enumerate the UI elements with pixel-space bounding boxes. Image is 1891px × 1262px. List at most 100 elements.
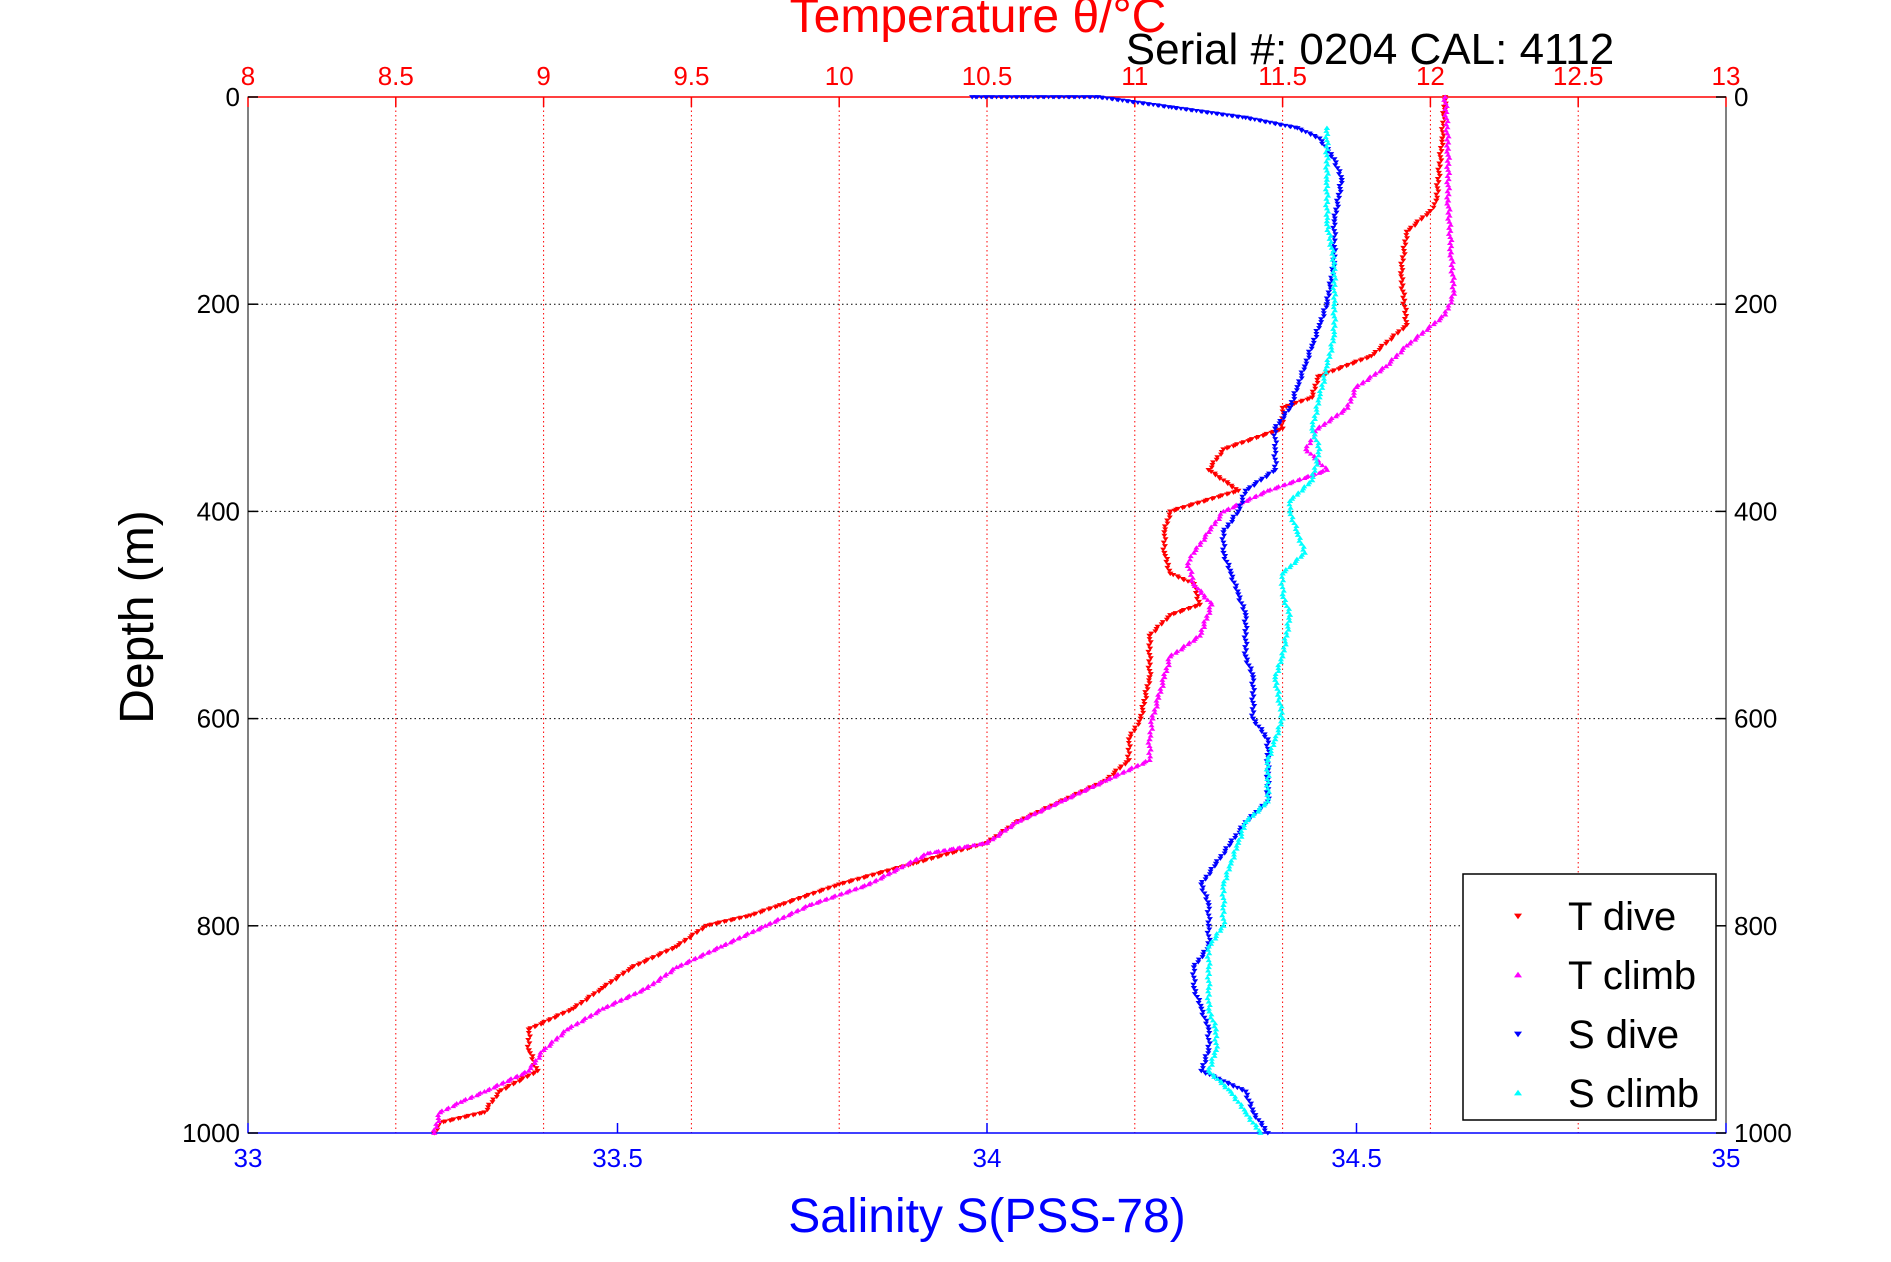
data-point [455, 1116, 462, 1121]
data-point [1050, 802, 1057, 808]
data-point [1271, 433, 1278, 438]
data-point [525, 1037, 532, 1043]
data-point [616, 998, 623, 1003]
data-point [1430, 321, 1437, 327]
data-point [436, 1109, 444, 1115]
data-point [1325, 224, 1332, 230]
data-point [1217, 928, 1224, 933]
data-point [1220, 447, 1227, 452]
data-point [1205, 923, 1212, 929]
data-point [1231, 855, 1238, 860]
data-point [1238, 601, 1245, 606]
data-point [1204, 975, 1211, 980]
data-point [1336, 169, 1343, 174]
data-point [1294, 385, 1301, 390]
depth-tick-label-left: 1000 [182, 1118, 240, 1148]
data-point [1401, 310, 1408, 316]
data-point [999, 95, 1006, 100]
data-point [1131, 728, 1138, 733]
data-point [1222, 554, 1229, 559]
data-point [1400, 327, 1407, 332]
data-point [1202, 1021, 1209, 1026]
data-point [1206, 971, 1213, 976]
data-point [1190, 550, 1198, 555]
data-point [851, 887, 858, 892]
legend: T dive T climb S dive S climb [1462, 873, 1717, 1121]
data-point [912, 857, 919, 863]
data-point [1309, 429, 1316, 434]
data-point [1441, 94, 1449, 99]
data-point [1335, 367, 1342, 372]
data-point [1153, 627, 1160, 632]
data-point [1165, 662, 1172, 668]
data-point [1433, 183, 1440, 188]
data-point [1253, 436, 1260, 441]
data-point [1285, 627, 1292, 632]
data-point [590, 993, 597, 998]
data-point [1201, 624, 1208, 630]
data-point [1276, 421, 1283, 426]
data-point [1265, 754, 1272, 759]
data-point [1146, 730, 1153, 735]
data-point [1149, 726, 1156, 731]
data-point [1333, 210, 1340, 215]
data-point [717, 943, 725, 949]
data-point [1264, 792, 1271, 797]
data-point [1203, 1018, 1210, 1023]
data-point [1448, 300, 1455, 305]
data-point [1326, 236, 1333, 241]
data-point [1442, 106, 1449, 111]
data-point [1440, 104, 1447, 109]
data-point [1173, 106, 1180, 111]
data-point [1291, 520, 1298, 526]
data-point [1229, 114, 1236, 119]
data-point [1190, 982, 1197, 987]
data-point [603, 1004, 610, 1010]
data-point [457, 1099, 465, 1104]
data-point [525, 1031, 532, 1036]
data-point [1443, 195, 1450, 200]
data-point [1401, 304, 1408, 310]
data-point [1439, 120, 1446, 125]
data-point [1323, 180, 1330, 185]
data-point [1332, 276, 1339, 281]
data-point [1265, 779, 1272, 785]
data-point [1284, 624, 1291, 629]
data-point [1303, 443, 1310, 449]
data-point [1252, 719, 1259, 724]
data-point [1202, 877, 1209, 882]
data-point [1283, 603, 1290, 608]
data-point [1310, 340, 1317, 346]
data-point [836, 892, 843, 897]
data-point [1056, 95, 1063, 100]
data-point [1264, 760, 1271, 766]
data-point [1275, 668, 1282, 674]
data-point [1221, 888, 1228, 894]
data-point [1242, 654, 1249, 659]
data-point [1445, 167, 1452, 172]
data-point [918, 855, 925, 860]
data-point [1242, 629, 1249, 634]
data-point [1303, 361, 1310, 366]
data-point [1222, 1085, 1229, 1090]
data-point [1433, 192, 1440, 197]
data-point [1206, 937, 1213, 943]
data-point [1099, 96, 1106, 101]
data-point [1115, 98, 1122, 103]
data-point [1273, 680, 1280, 685]
data-point [1216, 516, 1223, 521]
data-point [1225, 1081, 1232, 1087]
depth-tick-label-left: 0 [226, 82, 240, 112]
data-point [1323, 153, 1330, 158]
data-point [1161, 533, 1168, 538]
legend-marker [1514, 971, 1522, 978]
data-point [1220, 895, 1227, 900]
data-point [1251, 483, 1258, 488]
data-point [1312, 135, 1319, 140]
data-point [1132, 725, 1139, 730]
data-point [1338, 177, 1345, 183]
data-point [1229, 517, 1236, 522]
data-point [1213, 1040, 1220, 1046]
data-point [1332, 317, 1339, 322]
data-point [1273, 440, 1280, 445]
